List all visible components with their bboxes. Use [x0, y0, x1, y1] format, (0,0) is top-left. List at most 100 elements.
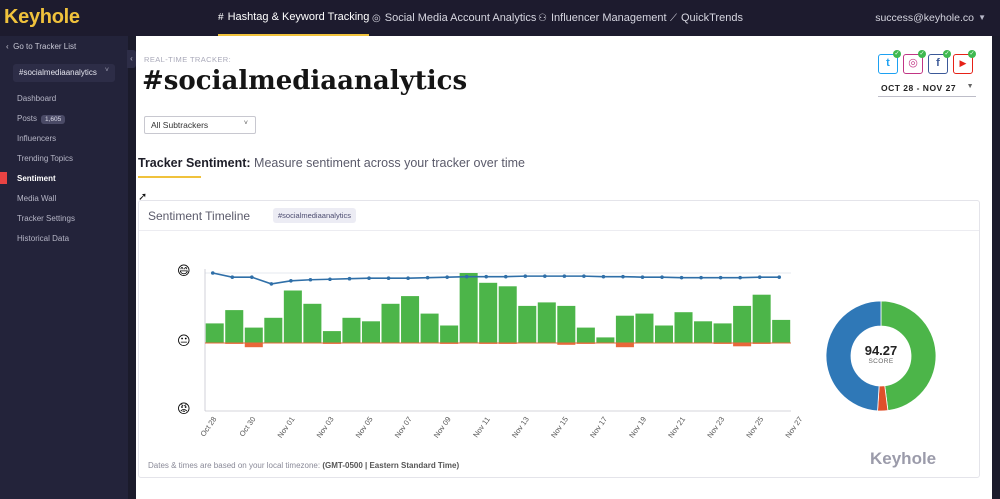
back-to-tracker-list[interactable]: ‹ Go to Tracker List: [6, 42, 76, 51]
nav-social-media-account-analytics[interactable]: ◎ Social Media Account Analytics: [372, 0, 536, 36]
twitter-icon[interactable]: t ✓: [878, 50, 901, 74]
positive-bar: [772, 319, 791, 343]
score-point: [679, 275, 684, 280]
main-content: REAL-TIME TRACKER: #socialmediaanalytics…: [136, 36, 992, 499]
positive-bar: [225, 310, 244, 343]
instagram-icon[interactable]: ◎ ✓: [903, 50, 926, 74]
sentiment-chart: Oct 28 Oct 30 Nov 01 Nov 03 Nov 05 Nov 07 Nov …: [198, 269, 937, 440]
score-point: [328, 277, 332, 282]
score-point: [367, 276, 371, 280]
subtrackers-dropdown[interactable]: All Subtrackers ˅: [144, 116, 256, 134]
x-tick-label: Nov 25: [744, 415, 765, 440]
keyhole-watermark: Keyhole: [870, 449, 937, 468]
positive-bar: [361, 321, 380, 343]
negative-bar: [615, 343, 634, 348]
positive-bar: [615, 315, 634, 343]
youtube-icon[interactable]: ▶ ✓: [953, 50, 976, 74]
positive-bar: [596, 337, 615, 343]
twitter-glyph: t: [886, 57, 890, 69]
positive-bar: [264, 317, 283, 343]
score-point: [269, 282, 274, 286]
sidebar-item-historical-data[interactable]: Historical Data: [17, 234, 70, 243]
score-point: [621, 274, 625, 279]
sidebar-item-tracker-settings[interactable]: Tracker Settings: [17, 214, 75, 223]
check-icon: ✓: [918, 50, 926, 58]
sidebar-item-influencers[interactable]: Influencers: [17, 134, 57, 143]
negative-bar: [244, 343, 263, 348]
section-subtitle: Measure sentiment across your tracker ov…: [254, 156, 525, 170]
user-menu[interactable]: success@keyhole.co: [875, 12, 974, 24]
tracker-select[interactable]: #socialmediaanalytics ˅: [13, 64, 115, 82]
nav-influencer-management[interactable]: ⚇ Influencer Management: [538, 0, 667, 36]
positive-bar: [244, 327, 263, 343]
x-tick-label: Nov 21: [666, 415, 687, 440]
score-point: [230, 275, 235, 279]
score-point: [308, 277, 313, 282]
positive-bar: [654, 325, 673, 343]
tracker-select-value: #socialmediaanalytics: [19, 68, 97, 77]
keyhole-logo[interactable]: Keyhole: [4, 6, 80, 28]
positive-bar: [420, 313, 439, 343]
positive-bar: [440, 325, 459, 343]
positive-bar: [342, 317, 361, 343]
positive-bar: [401, 296, 420, 343]
x-tick-label: Nov 27: [783, 415, 804, 440]
positive-bar: [283, 290, 302, 343]
x-tick-label: Oct 28: [198, 415, 218, 438]
check-icon: ✓: [943, 50, 951, 58]
donut-slice-positive: [880, 300, 937, 412]
trend-icon: ⟋: [670, 12, 677, 24]
score-point: [406, 276, 410, 280]
score-point: [582, 274, 586, 278]
score-point: [347, 276, 352, 281]
negative-bar: [733, 343, 752, 347]
sidebar-item-label: Posts: [17, 114, 38, 123]
active-indicator: [0, 172, 7, 184]
positive-bar: [752, 294, 771, 343]
x-tick-label: Nov 13: [510, 415, 531, 440]
score-point: [523, 274, 528, 278]
score-point: [503, 274, 508, 279]
positive-bar: [459, 273, 478, 343]
card-title: Sentiment Timeline: [148, 209, 251, 223]
x-tick-label: Nov 19: [627, 415, 648, 440]
sidebar-item-posts[interactable]: Posts 1,605: [17, 114, 66, 124]
sidebar-item-media-wall[interactable]: Media Wall: [17, 194, 57, 203]
positive-bar: [694, 321, 713, 343]
score-point: [543, 274, 547, 278]
score-line: [212, 272, 780, 285]
score-point: [699, 275, 703, 280]
sidebar-item-sentiment[interactable]: Sentiment: [17, 174, 56, 183]
mouse-cursor-icon: ➚: [138, 191, 148, 203]
x-tick-label: Nov 05: [354, 415, 375, 440]
positive-bar: [576, 327, 595, 343]
x-tick-label: Nov 17: [588, 415, 609, 440]
positive-bar: [322, 331, 341, 343]
score-point: [757, 275, 762, 279]
score-point: [210, 271, 215, 275]
x-tick-label: Nov 01: [276, 415, 297, 440]
positive-bar: [713, 323, 732, 343]
happy-face-icon: 😄: [177, 263, 191, 278]
nav-label: Influencer Management: [550, 12, 667, 24]
nav-hashtag-keyword-tracking[interactable]: # Hashtag & Keyword Tracking: [218, 0, 370, 36]
chevron-down-icon: ˅: [243, 120, 248, 127]
x-tick-label: Nov 07: [393, 415, 414, 440]
x-tick-label: Nov 11: [471, 415, 492, 439]
user-icon: ⚇: [538, 12, 547, 24]
sidebar-item-trending-topics[interactable]: Trending Topics: [17, 154, 74, 163]
date-range-picker[interactable]: OCT 28 - NOV 27 ▼: [878, 83, 976, 97]
date-range-value: OCT 28 - NOV 27: [881, 83, 957, 93]
card-header: Sentiment Timeline #socialmediaanalytics: [139, 201, 979, 231]
nav-quicktrends[interactable]: ⟋ QuickTrends: [670, 0, 743, 36]
facebook-icon[interactable]: f ✓: [928, 50, 951, 74]
sidebar-collapse-toggle[interactable]: ‹: [127, 50, 136, 68]
score-point: [445, 275, 449, 279]
sidebar-item-dashboard[interactable]: Dashboard: [17, 94, 57, 103]
positive-bar: [518, 305, 537, 343]
chevron-down-icon[interactable]: ▼: [978, 13, 986, 22]
x-tick-label: Nov 09: [432, 415, 453, 440]
score-point: [562, 274, 567, 278]
top-bar: Keyhole # Hashtag & Keyword Tracking ◎ S…: [0, 0, 1000, 36]
positive-bar: [479, 282, 498, 343]
